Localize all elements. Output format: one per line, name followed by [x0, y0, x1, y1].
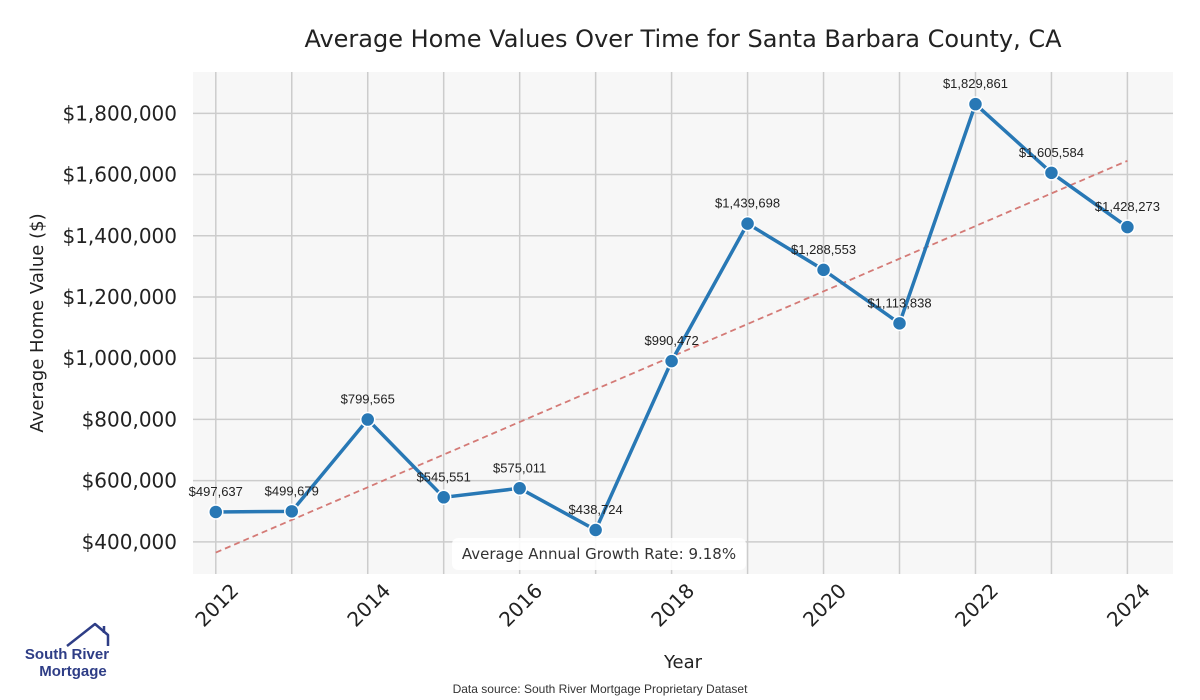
data-label: $990,472 [644, 333, 698, 348]
x-axis-ticks: 2012 2014 2016 2018 2020 2022 2024 [190, 579, 1155, 632]
data-point [208, 504, 224, 520]
logo-line-1: South River [25, 646, 109, 663]
x-tick-label: 2022 [950, 579, 1003, 632]
data-label: $1,288,553 [791, 242, 856, 257]
data-point [739, 215, 756, 232]
y-tick-label: $1,000,000 [62, 346, 177, 370]
x-tick-label: 2024 [1102, 579, 1155, 632]
data-label: $1,113,838 [867, 295, 931, 310]
data-point [815, 262, 832, 278]
data-label: $799,565 [341, 392, 395, 407]
x-tick-label: 2014 [342, 579, 395, 632]
data-label: $545,551 [417, 469, 471, 484]
company-logo: South River Mortgage [25, 622, 110, 680]
x-tick-label: 2012 [190, 579, 243, 632]
y-tick-label: $1,200,000 [62, 285, 177, 309]
data-label: $1,605,584 [1019, 145, 1084, 160]
x-tick-label: 2020 [798, 579, 851, 632]
y-axis-ticks: $400,000 $600,000 $800,000 $1,000,000 $1,200… [62, 101, 177, 554]
data-source-note: Data source: South River Mortgage Propri… [453, 682, 748, 696]
data-point [663, 353, 680, 369]
data-points [208, 96, 1136, 538]
y-tick-label: $400,000 [82, 530, 177, 554]
data-label: $1,439,698 [715, 196, 780, 211]
data-label: $1,829,861 [943, 76, 1008, 91]
data-label: $497,637 [189, 484, 243, 499]
data-labels: $497,637 $499,679 $799,565 $545,551 $575,011… [189, 76, 1160, 517]
data-label: $438,724 [569, 502, 623, 517]
data-point [1119, 219, 1136, 235]
data-point [435, 489, 452, 506]
data-point [967, 96, 984, 112]
x-tick-label: 2018 [646, 579, 699, 632]
data-point [891, 315, 908, 332]
plot-area [193, 72, 1173, 574]
x-axis-label: Year [663, 652, 703, 673]
data-point [511, 480, 528, 497]
data-point [587, 522, 604, 538]
house-roof-icon [66, 622, 110, 647]
chart-title: Average Home Values Over Time for Santa … [304, 25, 1062, 53]
growth-rate-annotation: Average Annual Growth Rate: 9.18% [452, 538, 746, 570]
y-tick-label: $1,800,000 [62, 101, 177, 125]
data-label: $499,679 [265, 483, 319, 498]
data-point [1043, 165, 1060, 181]
x-tick-label: 2016 [494, 579, 547, 632]
data-point [284, 503, 300, 520]
y-tick-label: $1,600,000 [62, 163, 177, 187]
data-label: $1,428,273 [1095, 199, 1160, 214]
y-tick-label: $800,000 [82, 407, 177, 431]
y-tick-label: $1,400,000 [62, 224, 177, 248]
y-axis-label: Average Home Value ($) [27, 213, 48, 432]
data-label: $575,011 [493, 460, 546, 475]
data-point [359, 411, 376, 428]
logo-line-2: Mortgage [39, 663, 107, 680]
trend-line [215, 159, 1128, 554]
y-tick-label: $600,000 [82, 469, 177, 493]
growth-rate-text: Average Annual Growth Rate: 9.18% [462, 545, 736, 563]
